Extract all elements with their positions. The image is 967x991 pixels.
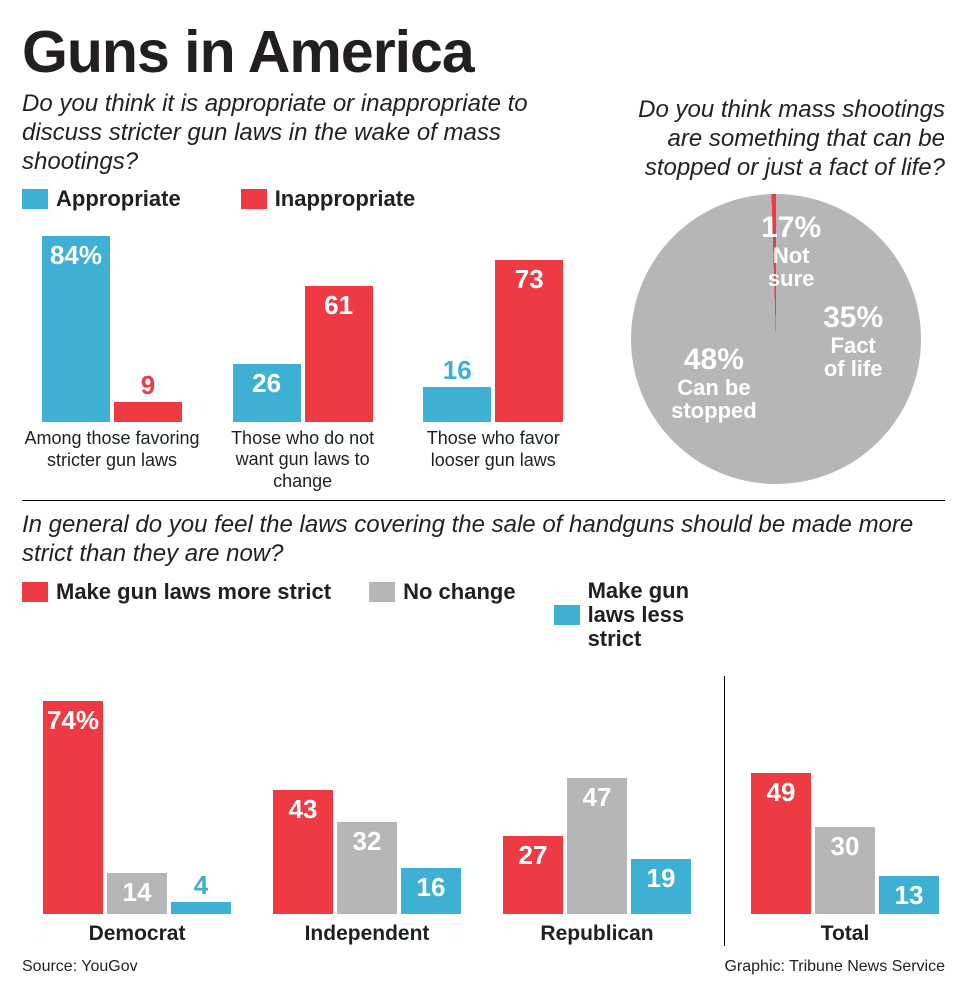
bar: 16 bbox=[401, 868, 461, 914]
pie-chart: 48%Can bestopped 35%Factof life17%Notsure bbox=[631, 194, 921, 484]
pie-wrap: 48%Can bestopped 35%Factof life17%Notsure bbox=[607, 194, 945, 484]
top-section: Do you think it is appropriate or inappr… bbox=[22, 90, 945, 492]
bar-value: 73 bbox=[515, 264, 544, 295]
footer: Source: YouGov Graphic: Tribune News Ser… bbox=[22, 958, 945, 976]
bar: 19 bbox=[631, 859, 691, 914]
legend-item: Make gunlaws lessstrict bbox=[554, 579, 689, 652]
bar: 84% bbox=[42, 236, 110, 423]
bar: 4 bbox=[171, 902, 231, 914]
bar-group: 16 73 Those who favor looser gun laws bbox=[403, 222, 583, 492]
bar: 73 bbox=[495, 260, 563, 422]
swatch bbox=[369, 582, 395, 602]
legend-label: Make gunlaws lessstrict bbox=[588, 579, 689, 652]
legend-label: Inappropriate bbox=[275, 186, 416, 212]
bar-value: 26 bbox=[252, 368, 281, 399]
legend-item: Appropriate bbox=[22, 186, 181, 212]
top-legend: Appropriate Inappropriate bbox=[22, 186, 583, 212]
bar-value: 32 bbox=[353, 826, 382, 857]
bar-group: 43 32 16 Independent bbox=[252, 684, 482, 946]
bar-value: 27 bbox=[519, 840, 548, 871]
group-label: Independent bbox=[305, 922, 430, 946]
bar-value: 16 bbox=[443, 355, 472, 386]
bar-value: 19 bbox=[647, 863, 676, 894]
bar-value: 43 bbox=[289, 794, 318, 825]
legend-label: No change bbox=[403, 579, 515, 605]
separator-line bbox=[724, 676, 725, 946]
main-title: Guns in America bbox=[22, 18, 945, 86]
bar-value: 14 bbox=[123, 877, 152, 908]
group-label: Republican bbox=[540, 922, 653, 946]
footer-source: Source: YouGov bbox=[22, 958, 138, 976]
bar: 47 bbox=[567, 778, 627, 913]
group-label: Among those favoring stricter gun laws bbox=[22, 428, 202, 471]
bar: 32 bbox=[337, 822, 397, 914]
bar-group: 74% 14 4 Democrat bbox=[22, 684, 252, 946]
swatch bbox=[554, 605, 580, 625]
pie-slice-label: 35%Factof life bbox=[823, 302, 883, 380]
bar: 13 bbox=[879, 876, 939, 913]
legend-item: Make gun laws more strict bbox=[22, 579, 331, 605]
bar-value: 61 bbox=[324, 290, 353, 321]
bar-group: 49 30 13 Total bbox=[745, 684, 945, 946]
group-label: Those who favor looser gun laws bbox=[403, 428, 583, 471]
top-bar-groups: 84% 9 Among those favoring stricter gun la… bbox=[22, 222, 583, 492]
legend-item: Inappropriate bbox=[241, 186, 416, 212]
bar-value: 4 bbox=[194, 870, 208, 901]
footer-credit: Graphic: Tribune News Service bbox=[724, 958, 945, 976]
legend-label: Appropriate bbox=[56, 186, 181, 212]
pie-question: Do you think mass shootings are somethin… bbox=[607, 96, 945, 182]
divider bbox=[22, 500, 945, 501]
swatch bbox=[22, 189, 48, 209]
bar-value: 47 bbox=[583, 782, 612, 813]
bottom-question: In general do you feel the laws covering… bbox=[22, 511, 945, 569]
group-label: Those who do not want gun laws to change bbox=[213, 428, 393, 493]
bar-group: 27 47 19 Republican bbox=[482, 684, 712, 946]
bar-group: 26 61 Those who do not want gun laws to ch… bbox=[213, 222, 393, 492]
bar: 9 bbox=[114, 402, 182, 422]
bar: 61 bbox=[305, 286, 373, 422]
bar-value: 74% bbox=[47, 705, 99, 736]
bar: 30 bbox=[815, 827, 875, 913]
bar-value: 30 bbox=[831, 831, 860, 862]
swatch bbox=[22, 582, 48, 602]
top-question: Do you think it is appropriate or inappr… bbox=[22, 90, 583, 176]
bar: 27 bbox=[503, 836, 563, 914]
bar: 49 bbox=[751, 773, 811, 914]
bar-value: 84% bbox=[50, 240, 102, 271]
bar-value: 13 bbox=[895, 880, 924, 911]
bar-value: 9 bbox=[141, 370, 155, 401]
bar-value: 16 bbox=[417, 872, 446, 903]
bar: 74% bbox=[43, 701, 103, 914]
bar: 26 bbox=[233, 364, 301, 422]
top-left: Do you think it is appropriate or inappr… bbox=[22, 90, 583, 492]
legend-label: Make gun laws more strict bbox=[56, 579, 331, 605]
group-label: Democrat bbox=[89, 922, 186, 946]
bar-group: 84% 9 Among those favoring stricter gun la… bbox=[22, 222, 202, 492]
top-right: Do you think mass shootings are somethin… bbox=[607, 90, 945, 492]
pie-slice-label: 48%Can bestopped bbox=[671, 344, 757, 422]
legend-item: No change bbox=[369, 579, 515, 605]
bottom-bar-groups: 74% 14 4 Democrat 43 32 16 Independent 27 47 19 Rep… bbox=[22, 666, 945, 946]
pie-slice-label: 17%Notsure bbox=[761, 212, 821, 290]
swatch bbox=[241, 189, 267, 209]
bar: 43 bbox=[273, 790, 333, 914]
bar: 16 bbox=[423, 387, 491, 423]
bottom-legend: Make gun laws more strict No change Make g… bbox=[22, 579, 945, 652]
bar: 14 bbox=[107, 873, 167, 913]
bar-value: 49 bbox=[767, 777, 796, 808]
group-label: Total bbox=[821, 922, 870, 946]
